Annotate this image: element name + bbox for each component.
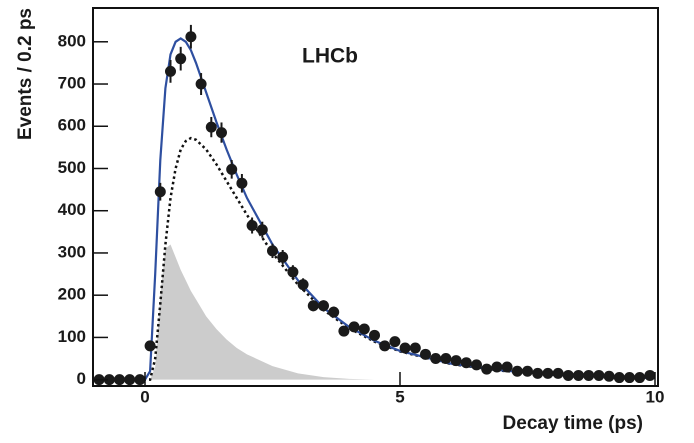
y-tick-label: 200 [58, 285, 86, 304]
data-point [226, 163, 238, 175]
data-point [267, 245, 278, 257]
data-point [603, 370, 615, 382]
data-point [460, 357, 472, 369]
data-point [481, 363, 493, 375]
data-point [613, 372, 625, 384]
data-point [154, 186, 166, 198]
data-point [542, 367, 554, 379]
data-point [328, 306, 340, 318]
x-tick-label: 5 [395, 387, 404, 406]
data-point [144, 340, 156, 352]
data-point [389, 336, 401, 348]
y-tick-label: 100 [58, 327, 86, 346]
area [94, 244, 655, 380]
data-point [420, 348, 431, 360]
data-point [124, 374, 136, 386]
data-point [624, 372, 635, 384]
data-point [573, 369, 584, 381]
data-point [522, 365, 533, 377]
data-point [297, 279, 309, 291]
data-point [440, 353, 452, 365]
x-tick-label: 10 [646, 387, 665, 406]
data-point [450, 355, 462, 367]
data-point [277, 251, 289, 263]
y-tick-label: 300 [58, 242, 86, 261]
y-tick-label: 600 [58, 116, 86, 135]
annotation: LHCb [302, 45, 358, 68]
data-point [511, 365, 523, 377]
data-point [399, 342, 411, 354]
data-point [491, 361, 503, 373]
y-tick-label: 0 [77, 369, 86, 388]
data-point [205, 121, 217, 133]
data-point [369, 329, 380, 341]
data-point [471, 359, 482, 371]
data-point [501, 361, 513, 373]
data-point [246, 220, 258, 232]
data-point [348, 321, 360, 333]
data-point [409, 342, 421, 354]
data-point [216, 127, 227, 139]
data-point [103, 374, 115, 386]
data-point [358, 323, 370, 335]
data-point [593, 369, 605, 381]
data-point [175, 53, 187, 65]
data-point [532, 367, 544, 379]
data-point [256, 224, 268, 236]
data-point [287, 266, 299, 278]
data-point [134, 374, 146, 386]
plot-frame [92, 7, 659, 387]
data-point [379, 340, 391, 352]
data-point [552, 367, 564, 379]
data-point [236, 177, 248, 189]
data-point [583, 369, 595, 381]
data-point [185, 31, 197, 43]
data-point [195, 78, 207, 90]
data-point [430, 353, 442, 365]
data-point [634, 372, 646, 384]
data-point [338, 325, 350, 337]
y-tick-label: 700 [58, 74, 86, 93]
y-tick-label: 800 [58, 31, 86, 50]
x-axis-label: Decay time (ps) [503, 413, 643, 434]
y-axis-label: Events / 0.2 ps [15, 8, 36, 140]
data-point [644, 369, 656, 381]
x-tick-label: 0 [140, 387, 149, 406]
data-point [562, 369, 574, 381]
y-tick-label: 400 [58, 200, 86, 219]
data-point [114, 374, 125, 386]
data-point [307, 300, 319, 312]
data-point [318, 300, 329, 312]
y-tick-label: 500 [58, 158, 86, 177]
data-point [165, 65, 176, 77]
